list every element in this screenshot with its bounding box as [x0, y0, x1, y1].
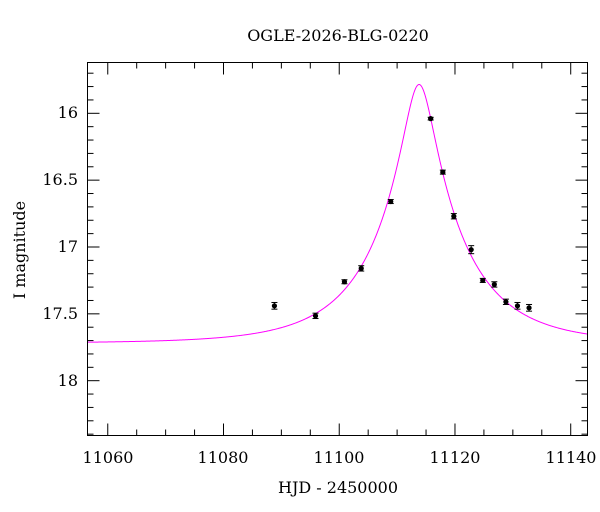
- y-axis-label: I magnitude: [10, 201, 29, 299]
- data-point: [503, 299, 509, 305]
- x-tick-label: 11100: [314, 448, 365, 467]
- x-tick-label: 11120: [430, 448, 481, 467]
- data-point: [480, 277, 486, 284]
- data-point: [468, 247, 474, 253]
- y-tick-label: 17.5: [42, 304, 78, 323]
- y-tick-label: 16.5: [42, 170, 78, 189]
- data-points-layer: [271, 116, 533, 320]
- model-curve-layer: [87, 83, 588, 343]
- y-tick-label: 16: [58, 103, 78, 122]
- data-point: [341, 279, 348, 285]
- x-axis-label: HJD - 2450000: [278, 478, 398, 497]
- axes: [87, 62, 588, 436]
- data-point: [388, 198, 394, 205]
- data-point: [526, 305, 532, 311]
- x-tick-label: 11080: [198, 448, 249, 467]
- data-point: [271, 303, 278, 309]
- x-tick-label: 11060: [83, 448, 134, 467]
- data-point: [428, 116, 434, 122]
- chart-title: OGLE-2026-BLG-0220: [247, 26, 429, 45]
- model-curve: [87, 83, 588, 343]
- data-point: [312, 313, 319, 319]
- data-point: [514, 303, 521, 309]
- plot-frame: [87, 62, 588, 436]
- x-tick-label: 11140: [546, 448, 597, 467]
- y-tick-label: 17: [58, 237, 78, 256]
- data-point: [440, 169, 446, 175]
- data-point: [451, 213, 457, 219]
- data-point: [491, 281, 497, 288]
- data-point: [358, 265, 364, 271]
- y-tick-label: 18: [58, 371, 78, 390]
